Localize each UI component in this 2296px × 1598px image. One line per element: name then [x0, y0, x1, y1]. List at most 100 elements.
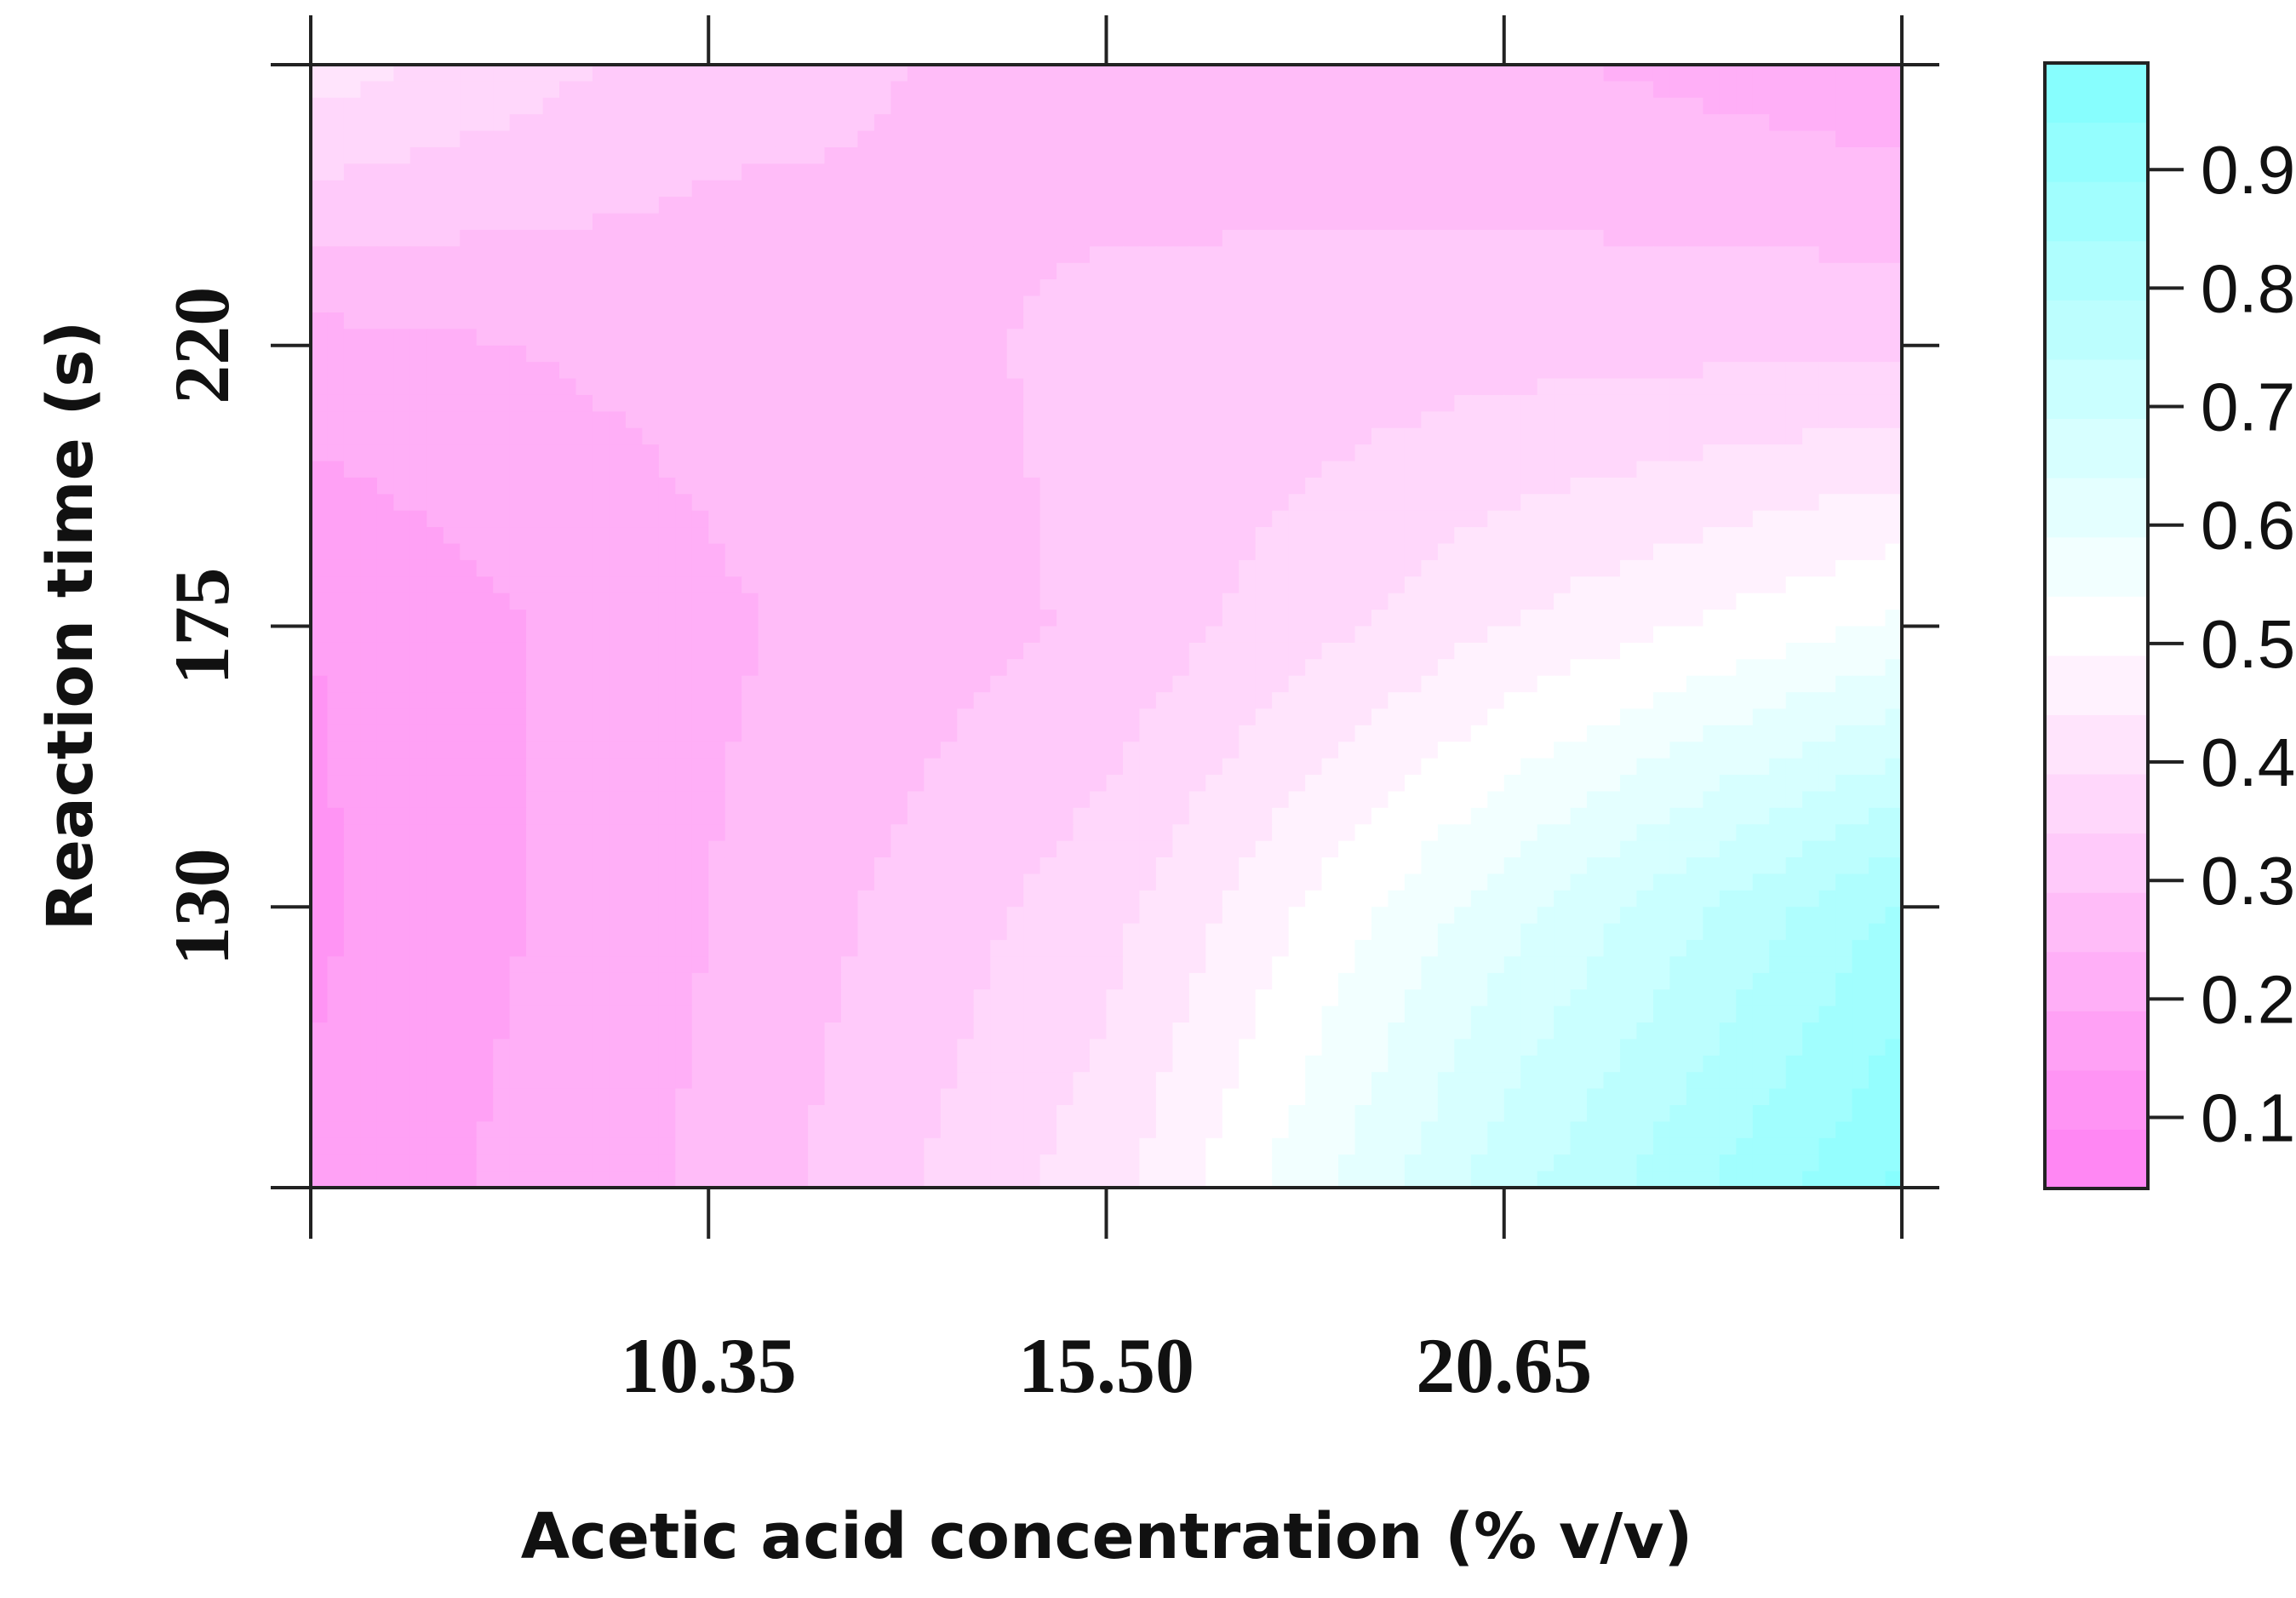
heatmap-cell — [327, 444, 345, 462]
heatmap-cell — [1404, 708, 1423, 726]
heatmap-cell — [1122, 197, 1141, 215]
heatmap-cell — [1470, 197, 1489, 215]
heatmap-cell — [1652, 114, 1671, 132]
heatmap-cell — [542, 312, 560, 330]
heatmap-cell — [1437, 213, 1456, 231]
heatmap-cell — [1520, 295, 1538, 313]
heatmap-cell — [708, 329, 726, 347]
heatmap-cell — [542, 510, 560, 528]
heatmap-cell — [808, 229, 826, 248]
heatmap-cell — [1454, 543, 1472, 561]
heatmap-cell — [1139, 180, 1157, 198]
heatmap-cell — [409, 527, 428, 545]
heatmap-cell — [509, 163, 527, 181]
heatmap-cell — [1090, 146, 1108, 165]
heatmap-cell — [509, 543, 527, 561]
heatmap-cell — [393, 461, 411, 478]
heatmap-cell — [1354, 229, 1372, 248]
heatmap-cell — [873, 229, 892, 248]
heatmap-cell — [841, 907, 859, 925]
heatmap-cell — [957, 576, 975, 594]
heatmap-cell — [343, 510, 362, 528]
heatmap-cell — [376, 427, 395, 445]
heatmap-cell — [1172, 725, 1190, 743]
heatmap-cell — [1139, 692, 1157, 710]
heatmap-cell — [1106, 279, 1124, 297]
heatmap-cell — [691, 626, 710, 644]
heatmap-cell — [1039, 477, 1057, 495]
heatmap-cell — [1802, 130, 1820, 148]
heatmap-cell — [1703, 197, 1721, 215]
heatmap-cell — [1520, 197, 1538, 215]
heatmap-cell — [824, 510, 842, 528]
heatmap-cell — [1404, 146, 1423, 165]
heatmap-cell — [360, 857, 378, 875]
heatmap-cell — [575, 180, 593, 198]
heatmap-cell — [1852, 97, 1869, 115]
heatmap-cell — [1785, 345, 1803, 363]
heatmap-cell — [1056, 394, 1074, 413]
heatmap-cell — [741, 81, 759, 99]
heatmap-cell — [1752, 510, 1771, 528]
heatmap-cell — [311, 527, 329, 545]
heatmap-cell — [1305, 659, 1323, 677]
heatmap-cell — [841, 527, 859, 545]
heatmap-cell — [1023, 262, 1041, 280]
heatmap-cell — [1006, 362, 1024, 380]
heatmap-cell — [990, 394, 1008, 413]
heatmap-cell — [1255, 576, 1273, 594]
heatmap-cell — [724, 146, 742, 165]
heatmap-cell — [824, 114, 842, 132]
heatmap-cell — [1487, 675, 1505, 693]
heatmap-cell — [1288, 857, 1306, 875]
heatmap-cell — [409, 494, 428, 512]
heatmap-cell — [1570, 477, 1588, 495]
heatmap-cell — [1652, 163, 1671, 181]
heatmap-cell — [1321, 114, 1339, 132]
heatmap-cell — [1620, 725, 1638, 743]
heatmap-cell — [609, 675, 627, 693]
heatmap-cell — [1188, 675, 1207, 693]
heatmap-cell — [1852, 114, 1869, 132]
heatmap-cell — [409, 840, 428, 858]
heatmap-cell — [907, 659, 925, 677]
heatmap-cell — [940, 758, 959, 776]
heatmap-cell — [1388, 345, 1406, 363]
heatmap-cell — [724, 725, 742, 743]
heatmap-cell — [1039, 246, 1057, 264]
heatmap-cell — [1736, 312, 1754, 330]
heatmap-cell — [1122, 675, 1141, 693]
heatmap-cell — [1122, 576, 1141, 594]
heatmap-cell — [1039, 559, 1057, 578]
heatmap-cell — [1404, 345, 1423, 363]
heatmap-cell — [1520, 708, 1538, 726]
heatmap-cell — [675, 543, 693, 561]
heatmap-cell — [427, 725, 444, 743]
heatmap-cell — [343, 807, 362, 826]
heatmap-cell — [1338, 444, 1356, 462]
heatmap-cell — [1437, 626, 1456, 644]
heatmap-cell — [625, 840, 644, 858]
heatmap-cell — [857, 130, 875, 148]
heatmap-cell — [1122, 229, 1141, 248]
heatmap-cell — [427, 758, 444, 776]
heatmap-cell — [940, 593, 959, 610]
heatmap-cell — [311, 494, 329, 512]
heatmap-cell — [609, 494, 627, 512]
heatmap-cell — [1736, 626, 1754, 644]
heatmap-cell — [1255, 559, 1273, 578]
heatmap-cell — [1636, 411, 1654, 429]
heatmap-cell — [1272, 857, 1290, 875]
heatmap-cell — [1388, 229, 1406, 248]
heatmap-cell — [758, 559, 776, 578]
heatmap-cell — [1885, 642, 1903, 661]
heatmap-cell — [1039, 295, 1057, 313]
heatmap-cell — [360, 461, 378, 478]
heatmap-cell — [1686, 378, 1704, 396]
heatmap-cell — [1802, 857, 1820, 875]
heatmap-cell — [460, 114, 478, 132]
heatmap-cell — [1354, 312, 1372, 330]
heatmap-cell — [873, 708, 892, 726]
heatmap-cell — [575, 692, 593, 710]
heatmap-cell — [1603, 890, 1621, 908]
